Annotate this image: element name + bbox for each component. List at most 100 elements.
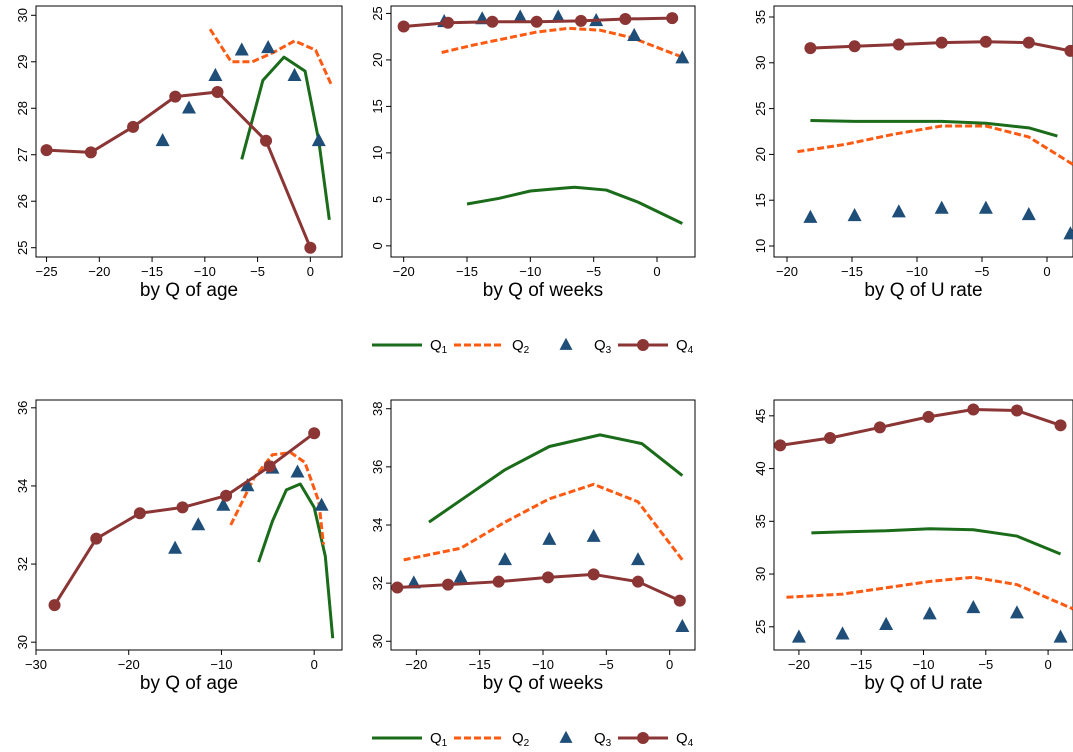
point-q3: [182, 100, 196, 114]
series-group: [397, 9, 690, 225]
point-q4: [133, 507, 146, 520]
series-group: [391, 433, 690, 633]
y-tick-label: 5: [370, 196, 385, 203]
point-q3: [240, 478, 255, 492]
y-tick-label: 30: [753, 567, 768, 581]
point-q3: [966, 599, 981, 614]
point-q3: [978, 200, 993, 214]
point-q4: [922, 410, 935, 423]
y-tick-label: 30: [15, 635, 30, 649]
point-q4: [804, 42, 817, 55]
plot-frame: [773, 399, 1073, 651]
point-q4: [774, 439, 787, 452]
x-tick-label: −20: [118, 657, 140, 672]
point-q4: [587, 568, 600, 581]
point-q3: [513, 9, 528, 23]
y-tick-label: 26: [15, 194, 30, 208]
point-q4: [979, 35, 992, 48]
point-q4: [530, 15, 543, 28]
chart-panel-1: −25 −20 −15 −10 −5 0 25 26 27 28 29 30 by Q of age: [15, 5, 343, 301]
series-group: [797, 35, 1073, 240]
series-group: [774, 403, 1073, 643]
plot-frame: [35, 399, 343, 651]
x-tick-label: −5: [586, 264, 601, 279]
y-tick-label: 35: [753, 514, 768, 528]
series-line-q1: [810, 119, 1058, 138]
y-tick-label: 20: [370, 53, 385, 67]
x-tick-label: −20: [405, 657, 427, 672]
x-tick-label: −5: [599, 657, 614, 672]
point-q3: [675, 618, 690, 633]
point-q3: [551, 9, 566, 23]
x-axis-title: by Q of age: [140, 280, 238, 301]
point-q3: [891, 204, 906, 218]
point-q4: [935, 36, 948, 49]
y-tick-label: 30: [753, 56, 768, 70]
point-q4: [1022, 36, 1035, 49]
x-tick-label: 0: [1044, 657, 1051, 672]
y-tick-label: 32: [370, 576, 385, 590]
x-tick-label: −10: [912, 657, 934, 672]
y-tick-label: 29: [15, 55, 30, 69]
x-tick-label: −5: [978, 657, 993, 672]
y-tick-label: 25: [370, 6, 385, 20]
point-q4: [873, 421, 886, 434]
legend-label-q3: Q3: [594, 337, 612, 356]
point-q4: [1054, 419, 1067, 432]
x-tick-label: −10: [194, 264, 216, 279]
x-tick-label: −5: [975, 264, 990, 279]
point-q4: [632, 575, 644, 588]
point-q4: [260, 134, 273, 147]
y-tick-label: 10: [370, 146, 385, 160]
point-q4: [211, 85, 224, 98]
x-axis-title: by Q of U rate: [864, 280, 982, 301]
x-tick-label: −30: [25, 657, 47, 672]
point-q3: [311, 132, 326, 147]
y-tick-label: 0: [370, 242, 385, 249]
y-tick-label: 34: [15, 479, 30, 493]
plot-frame: [390, 399, 696, 651]
legend-marker-q4: [637, 339, 649, 351]
point-q3: [314, 497, 329, 511]
series-line-q2: [403, 482, 684, 562]
point-q3: [922, 606, 937, 620]
y-tick-label: 28: [15, 101, 30, 115]
point-q3: [1009, 605, 1024, 619]
point-q4: [263, 460, 276, 473]
point-q3: [290, 464, 305, 478]
chart-panel-4: −30 −20 −10 0 30 32 34 36 by Q of age: [15, 399, 343, 694]
point-q4: [486, 15, 499, 28]
point-q3: [803, 209, 818, 223]
x-tick-label: −25: [36, 264, 58, 279]
y-tick-label: 35: [753, 10, 768, 24]
point-q4: [308, 427, 321, 440]
y-tick-label: 20: [753, 147, 768, 161]
y-tick-label: 27: [15, 148, 30, 162]
legend-key-q3: [559, 730, 573, 743]
x-tick-label: −15: [841, 264, 863, 279]
x-tick-label: −10: [519, 264, 541, 279]
point-q3: [586, 528, 601, 542]
legend-1: Q1 Q2 Q3 Q4: [372, 337, 694, 356]
point-q3: [675, 50, 690, 64]
x-tick-label: −5: [250, 264, 265, 279]
x-axis-title: by Q of age: [140, 673, 238, 694]
point-q3: [791, 629, 806, 643]
y-tick-label: 45: [753, 409, 768, 423]
y-tick-label: 25: [753, 101, 768, 115]
point-q4: [892, 38, 905, 51]
series-line-q1: [257, 482, 335, 639]
point-q4: [1064, 44, 1073, 57]
x-tick-label: 0: [653, 264, 660, 279]
y-tick-label: 30: [370, 634, 385, 648]
series-line-q2: [786, 575, 1073, 611]
legend-marker-q4: [637, 732, 649, 744]
point-q3: [261, 40, 276, 54]
point-q4: [176, 501, 189, 514]
point-q4: [442, 16, 454, 29]
point-q4: [220, 489, 233, 502]
legend-label-q1: Q1: [430, 337, 448, 356]
point-q3: [191, 517, 206, 531]
point-q4: [84, 146, 97, 159]
